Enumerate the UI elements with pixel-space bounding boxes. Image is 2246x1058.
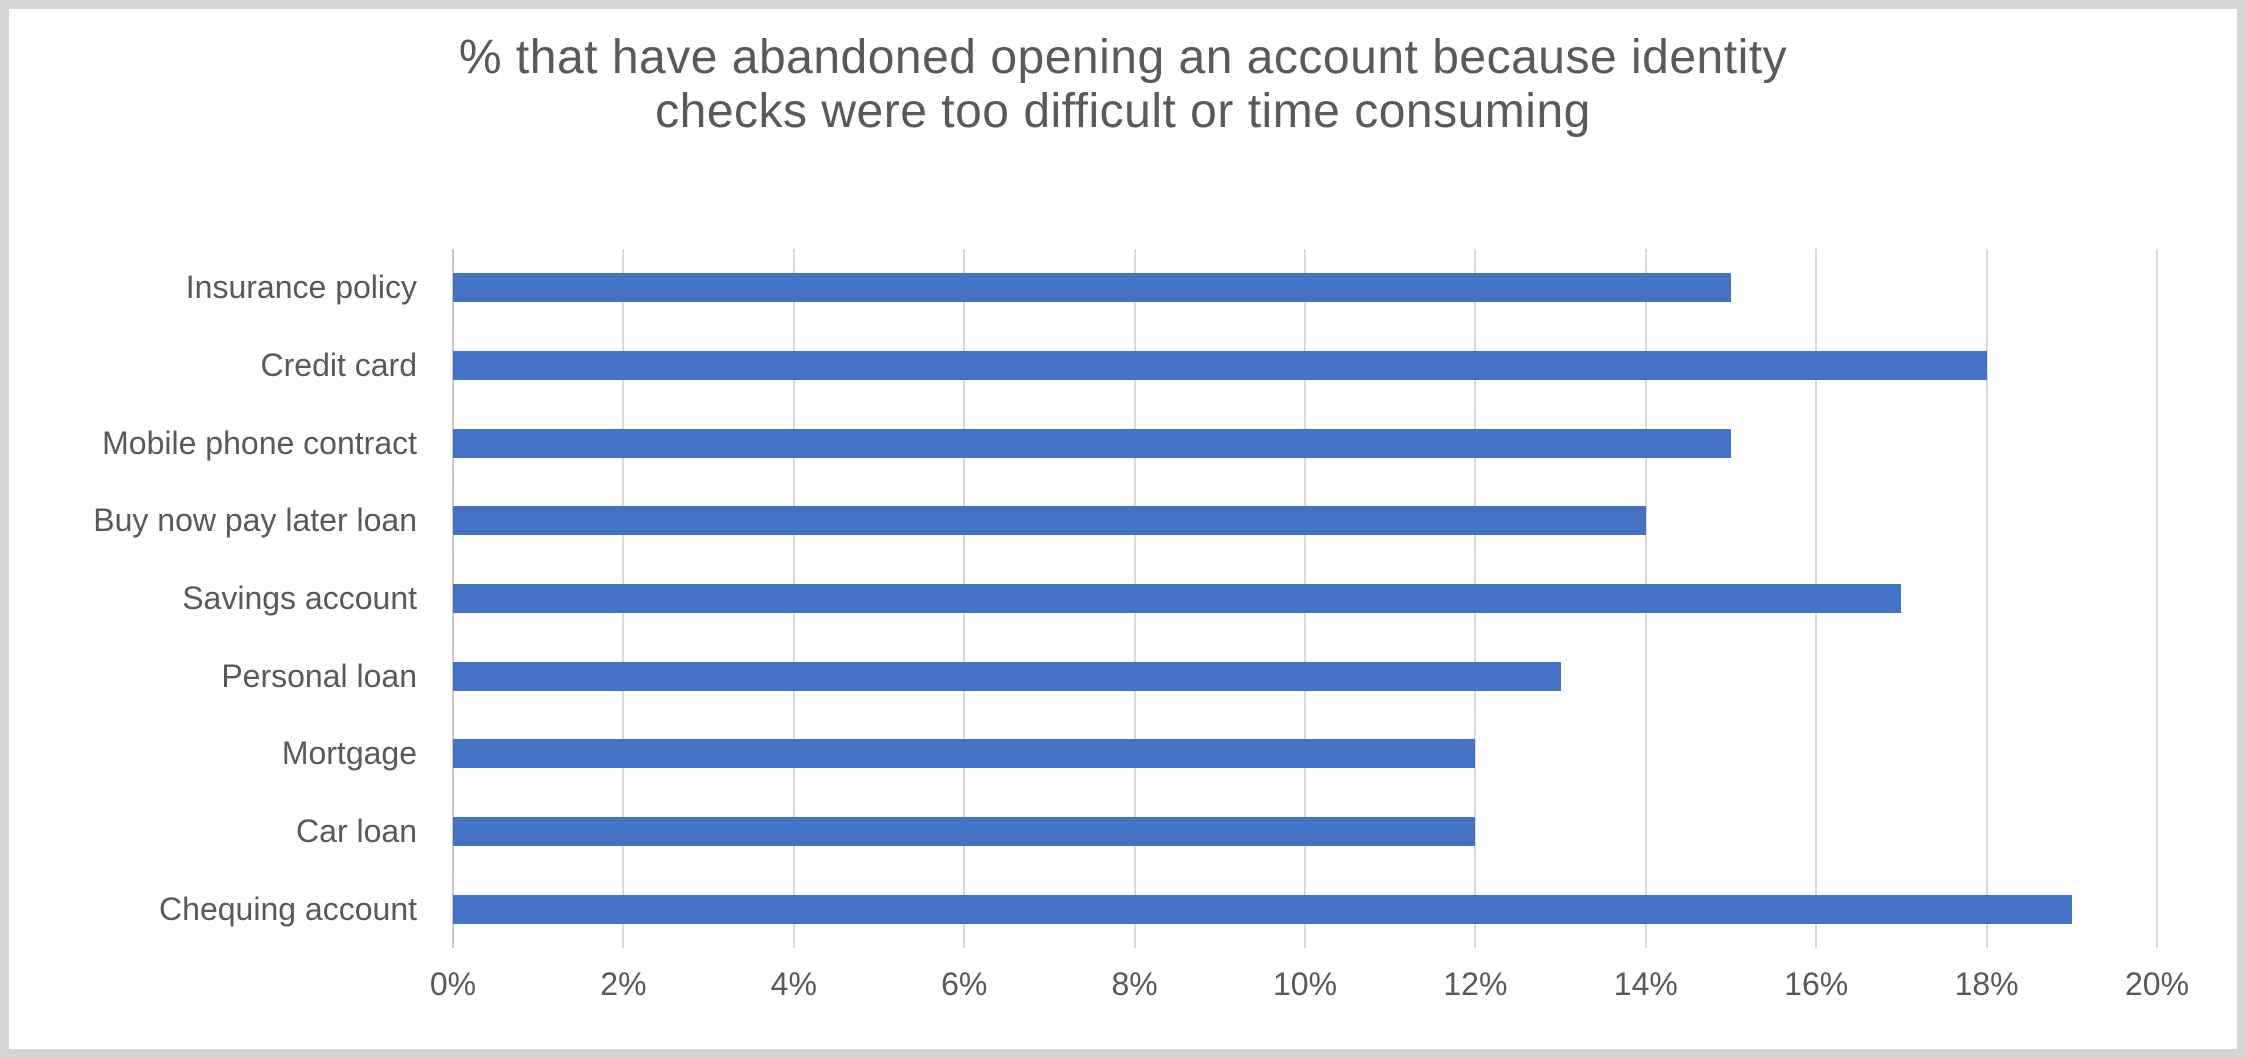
bar (453, 428, 1731, 458)
plot-area (452, 249, 2158, 948)
x-axis: 0% 2% 4% 6% 8% 10% 12% 14% 16% 18% 20% (430, 961, 2189, 1007)
bar (453, 583, 1902, 613)
category-label: Mortgage (281, 735, 417, 772)
x-tick-label: 10% (1272, 966, 1338, 1002)
category-label: Buy now pay later loan (93, 502, 417, 539)
x-tick-label: 2% (600, 966, 647, 1002)
bar-row (453, 560, 2157, 638)
x-tick-label: 16% (1784, 966, 1849, 1002)
category-label: Mobile phone contract (102, 424, 417, 461)
category-label: Credit card (260, 346, 418, 383)
category-axis: Insurance policy Credit card Mobile phone … (9, 249, 417, 948)
bar-row (453, 870, 2157, 948)
x-tick-label: 4% (770, 966, 817, 1002)
gridline (1985, 249, 1988, 948)
bar (453, 273, 1731, 303)
bar (453, 661, 1561, 691)
bar-row (453, 482, 2157, 560)
chart-title: % that have abandoned opening an account… (458, 31, 1788, 139)
bars-layer (453, 249, 2157, 948)
x-tick-label: 6% (941, 966, 988, 1002)
bar-row (453, 715, 2157, 793)
bar-row (453, 249, 2157, 327)
bar-row (453, 404, 2157, 482)
x-tick-label: 20% (2124, 966, 2190, 1002)
gridline (2156, 249, 2158, 948)
x-tick-label: 14% (1613, 966, 1678, 1002)
category-label: Savings account (182, 579, 417, 616)
x-tick-label: 18% (1954, 966, 2019, 1002)
x-tick-label: 8% (1111, 966, 1158, 1002)
bar (453, 894, 2072, 924)
category-label: Car loan (296, 812, 417, 849)
bar (453, 350, 1987, 380)
bar (453, 816, 1476, 846)
bar-row (453, 637, 2157, 715)
category-label: Chequing account (159, 890, 417, 927)
bar (453, 739, 1476, 769)
bar (453, 506, 1646, 536)
category-label: Personal loan (221, 657, 417, 694)
bar-row (453, 793, 2157, 871)
x-tick-label: 0% (429, 966, 477, 1002)
x-tick-label: 12% (1443, 966, 1508, 1002)
bar-row (453, 327, 2157, 405)
category-label: Insurance policy (185, 269, 417, 306)
